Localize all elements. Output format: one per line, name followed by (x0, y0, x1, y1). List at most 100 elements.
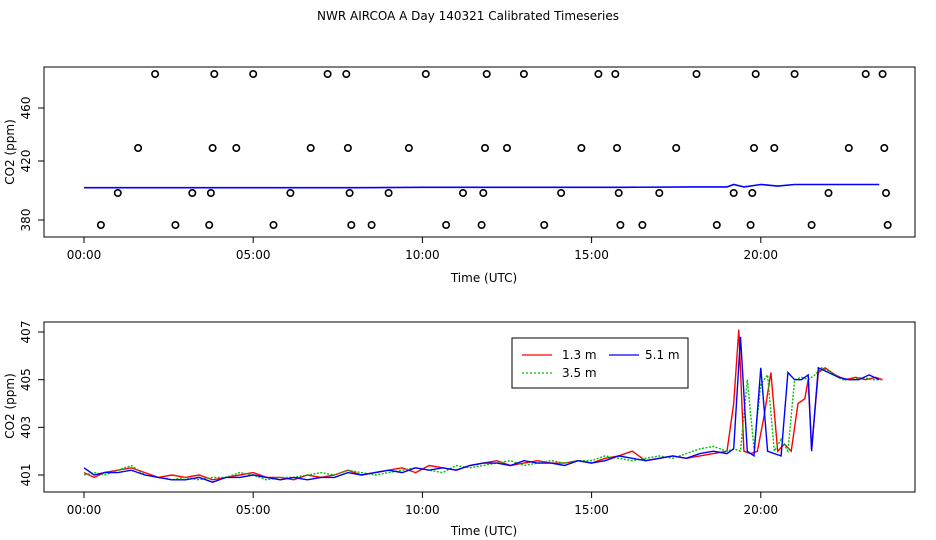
outlier-point (881, 189, 890, 198)
outlier-point (824, 189, 833, 198)
outlier-point (479, 189, 488, 198)
legend-label-5-1m: 5.1 m (645, 348, 680, 362)
x-tick-label: 00:00 (67, 248, 102, 262)
legend-label-1-3m: 1.3 m (562, 348, 597, 362)
outlier-point (557, 189, 566, 198)
outlier-point (442, 221, 451, 230)
outlier-point (480, 144, 489, 153)
outlier-point (712, 221, 721, 230)
x-tick-label: 15:00 (574, 503, 609, 517)
outlier-point (404, 144, 413, 153)
outlier-points (96, 70, 892, 230)
y-tick-label: 380 (19, 209, 33, 232)
legend-label-3-5m: 3.5 m (562, 366, 597, 380)
outlier-point (343, 144, 352, 153)
outlier-point (616, 221, 625, 230)
outlier-point (692, 70, 701, 79)
outlier-point (878, 70, 887, 79)
outlier-point (171, 221, 180, 230)
outlier-point (655, 189, 664, 198)
legend-box (511, 337, 689, 389)
outlier-point (345, 189, 354, 198)
outlier-point (748, 189, 757, 198)
y-tick-label: 407 (19, 321, 33, 344)
outlier-point (113, 189, 122, 198)
outlier-point (134, 144, 143, 153)
y-axis: 401 403 405 407 (19, 321, 44, 487)
outlier-point (746, 221, 755, 230)
outlier-point (614, 189, 623, 198)
outlier-point (210, 70, 219, 79)
outlier-point (883, 221, 892, 230)
series-lines (83, 329, 883, 483)
outlier-point (611, 70, 620, 79)
outlier-point (421, 70, 430, 79)
x-tick-label: 10:00 (405, 503, 440, 517)
outlier-point (249, 70, 258, 79)
outlier-point (286, 189, 295, 198)
x-axis-title: Time (UTC) (450, 271, 517, 285)
calibrated-series (84, 183, 880, 189)
outlier-point (482, 70, 491, 79)
y-axis-title: CO2 (ppm) (3, 119, 17, 185)
outlier-point (367, 221, 376, 230)
x-tick-label: 05:00 (236, 248, 271, 262)
x-axis-title: Time (UTC) (450, 524, 517, 538)
outlier-point (749, 144, 758, 153)
outlier-point (477, 221, 486, 230)
outlier-point (502, 144, 511, 153)
outlier-point (306, 144, 315, 153)
outlier-point (751, 70, 760, 79)
outlier-point (347, 221, 356, 230)
outlier-point (540, 221, 549, 230)
y-tick-label: 460 (19, 97, 33, 120)
series-line-5-1-m (83, 336, 880, 483)
series-line-1-3-m (83, 329, 883, 481)
y-axis-title: CO2 (ppm) (3, 373, 17, 439)
legend: 1.3 m 3.5 m 5.1 m (511, 337, 689, 389)
x-tick-label: 00:00 (67, 503, 102, 517)
y-axis: 380 420 460 (19, 97, 44, 232)
x-tick-label: 10:00 (405, 248, 440, 262)
outlier-point (342, 70, 351, 79)
series-line-3-5-m (83, 366, 883, 481)
outlier-point (458, 189, 467, 198)
outlier-point (384, 189, 393, 198)
x-axis: 00:00 05:00 10:00 15:00 20:00 (67, 237, 778, 262)
outlier-point (638, 221, 647, 230)
x-axis: 00:00 05:00 10:00 15:00 20:00 (67, 492, 778, 517)
outlier-point (206, 189, 215, 198)
calibrated-scatter-panel: 00:00 05:00 10:00 15:00 20:00 380 420 460 Time… (3, 66, 916, 285)
x-tick-label: 05:00 (236, 503, 271, 517)
page-title: NWR AIRCOA A Day 140321 Calibrated Times… (316, 9, 619, 23)
outlier-point (729, 189, 738, 198)
height-comparison-panel: 00:00 05:00 10:00 15:00 20:00 401 403 405 407 T… (3, 321, 916, 538)
outlier-point (323, 70, 332, 79)
x-tick-label: 20:00 (743, 503, 778, 517)
outlier-point (151, 70, 160, 79)
y-tick-label: 420 (19, 150, 33, 173)
outlier-point (807, 221, 816, 230)
series-line (84, 183, 880, 189)
outlier-point (861, 70, 870, 79)
outlier-point (844, 144, 853, 153)
outlier-point (269, 221, 278, 230)
y-tick-label: 401 (19, 464, 33, 487)
x-tick-label: 15:00 (574, 248, 609, 262)
outlier-point (880, 144, 889, 153)
outlier-point (612, 144, 621, 153)
plot-frame (43, 66, 916, 238)
plot-frame (43, 321, 916, 493)
outlier-point (96, 221, 105, 230)
outlier-point (770, 144, 779, 153)
y-tick-label: 403 (19, 416, 33, 439)
outlier-point (188, 189, 197, 198)
outlier-point (205, 221, 214, 230)
outlier-point (577, 144, 586, 153)
outlier-point (594, 70, 603, 79)
y-tick-label: 405 (19, 368, 33, 391)
outlier-point (519, 70, 528, 79)
outlier-point (232, 144, 241, 153)
outlier-point (790, 70, 799, 79)
